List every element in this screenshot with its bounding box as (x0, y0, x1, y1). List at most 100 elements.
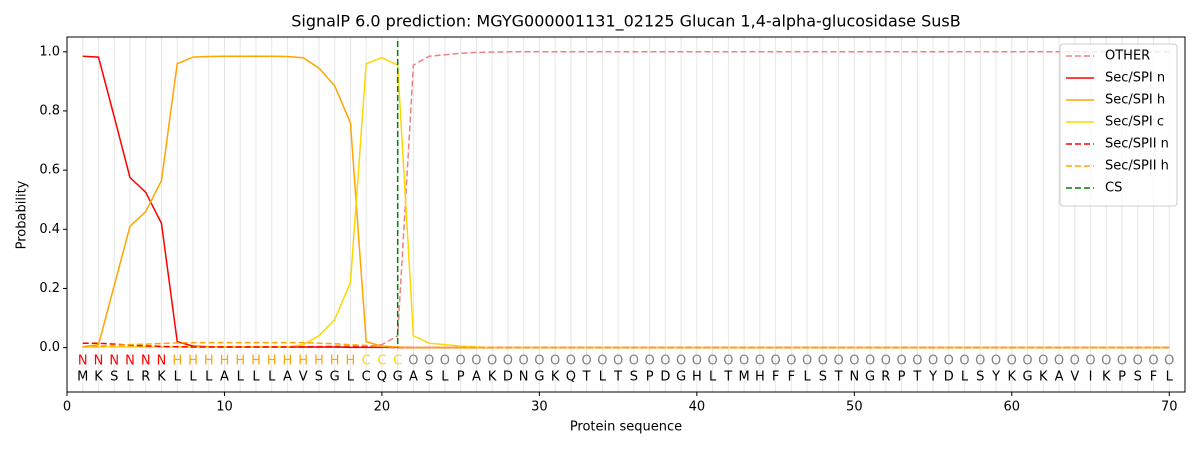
x-tick-label: 40 (689, 400, 706, 415)
region-label: O (613, 354, 623, 369)
residue-label: K (488, 370, 497, 385)
region-label: O (849, 354, 859, 369)
residue-label: A (1055, 370, 1064, 385)
legend-label: Sec/SPI h (1105, 93, 1165, 108)
residue-label: T (723, 370, 732, 385)
region-label: O (975, 354, 985, 369)
legend-label: Sec/SPI c (1105, 115, 1164, 130)
region-label: O (1085, 354, 1095, 369)
region-label: O (566, 354, 576, 369)
region-label: O (456, 354, 466, 369)
residue-label: Y (928, 370, 937, 385)
region-label: O (1101, 354, 1111, 369)
region-label: O (1007, 354, 1017, 369)
region-label: O (1164, 354, 1174, 369)
residue-label: F (788, 370, 795, 385)
residue-label: L (441, 370, 449, 385)
residue-label: S (630, 370, 638, 385)
region-label: O (503, 354, 513, 369)
region-label: H (220, 354, 230, 369)
series-line (82, 55, 1170, 349)
y-tick-label: 0.8 (39, 103, 60, 118)
region-label: N (94, 354, 104, 369)
region-label: O (519, 354, 529, 369)
residue-label: A (409, 370, 418, 385)
region-label: O (865, 354, 875, 369)
region-label: N (78, 354, 88, 369)
region-label: O (1038, 354, 1048, 369)
region-label: H (172, 354, 182, 369)
residue-label: S (110, 370, 118, 385)
legend-label: CS (1105, 181, 1122, 196)
x-tick-label: 30 (531, 400, 548, 415)
residue-label: L (205, 370, 213, 385)
x-tick-label: 20 (374, 400, 391, 415)
region-label: O (629, 354, 639, 369)
residue-label: T (613, 370, 622, 385)
region-label: N (109, 354, 119, 369)
residue-label: K (1039, 370, 1048, 385)
region-label: O (440, 354, 450, 369)
region-label: C (362, 354, 371, 369)
region-label: O (959, 354, 969, 369)
region-label: H (330, 354, 340, 369)
region-label: O (582, 354, 592, 369)
residue-label: S (425, 370, 433, 385)
residue-label: F (772, 370, 779, 385)
residue-label: R (141, 370, 150, 385)
residue-label: M (77, 370, 88, 385)
residue-label: L (252, 370, 260, 385)
y-tick-label: 0.4 (39, 222, 60, 237)
residue-label: K (157, 370, 166, 385)
region-label: O (1148, 354, 1158, 369)
x-tick-label: 0 (63, 400, 71, 415)
region-label: H (235, 354, 245, 369)
region-label: O (597, 354, 607, 369)
residue-label: L (709, 370, 717, 385)
region-label: O (802, 354, 812, 369)
legend-label: Sec/SPII n (1105, 137, 1169, 152)
region-label: O (739, 354, 749, 369)
region-label: O (1070, 354, 1080, 369)
y-tick-label: 0.6 (39, 163, 60, 178)
residue-label: P (1118, 370, 1126, 385)
residue-label: L (599, 370, 607, 385)
region-label: N (157, 354, 167, 369)
region-label: O (660, 354, 670, 369)
residue-label: T (834, 370, 843, 385)
region-label: O (755, 354, 765, 369)
legend-label: Sec/SPI n (1105, 71, 1165, 86)
region-label: C (393, 354, 402, 369)
residue-label: A (472, 370, 481, 385)
residue-label: V (299, 370, 308, 385)
x-tick-label: 70 (1161, 400, 1178, 415)
legend-label: Sec/SPII h (1105, 159, 1169, 174)
x-tick-label: 60 (1004, 400, 1021, 415)
residue-label: L (347, 370, 355, 385)
region-label: O (676, 354, 686, 369)
region-label: H (267, 354, 277, 369)
residue-label: H (692, 370, 702, 385)
residue-label: P (457, 370, 465, 385)
region-label: O (1022, 354, 1032, 369)
residue-label: G (676, 370, 686, 385)
residue-label: N (849, 370, 859, 385)
series-line (82, 56, 1170, 349)
region-label: O (1133, 354, 1143, 369)
region-label: O (723, 354, 733, 369)
region-label: O (912, 354, 922, 369)
region-label: H (283, 354, 293, 369)
residue-label: S (315, 370, 323, 385)
residue-label: T (912, 370, 921, 385)
region-label: H (251, 354, 261, 369)
residue-label: S (819, 370, 827, 385)
residue-label: G (1022, 370, 1032, 385)
y-tick-label: 1.0 (39, 44, 60, 59)
residue-label: G (330, 370, 340, 385)
region-label: O (881, 354, 891, 369)
region-label: O (770, 354, 780, 369)
residue-label: G (534, 370, 544, 385)
residue-label: D (660, 370, 670, 385)
residue-label: A (283, 370, 292, 385)
